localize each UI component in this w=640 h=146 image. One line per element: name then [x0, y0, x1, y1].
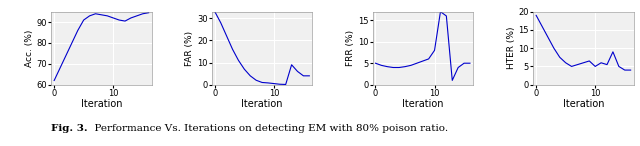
- Y-axis label: Acc. (%): Acc. (%): [24, 29, 34, 67]
- X-axis label: Iteration: Iteration: [563, 99, 604, 109]
- Y-axis label: HTER (%): HTER (%): [507, 27, 516, 69]
- X-axis label: Iteration: Iteration: [81, 99, 122, 109]
- X-axis label: Iteration: Iteration: [241, 99, 283, 109]
- X-axis label: Iteration: Iteration: [402, 99, 444, 109]
- Y-axis label: FAR (%): FAR (%): [186, 31, 195, 66]
- Text: Performance Vs. Iterations on detecting EM with 80% poison ratio.: Performance Vs. Iterations on detecting …: [88, 124, 448, 133]
- Y-axis label: FRR (%): FRR (%): [346, 30, 355, 66]
- Text: Fig. 3.: Fig. 3.: [51, 124, 88, 133]
